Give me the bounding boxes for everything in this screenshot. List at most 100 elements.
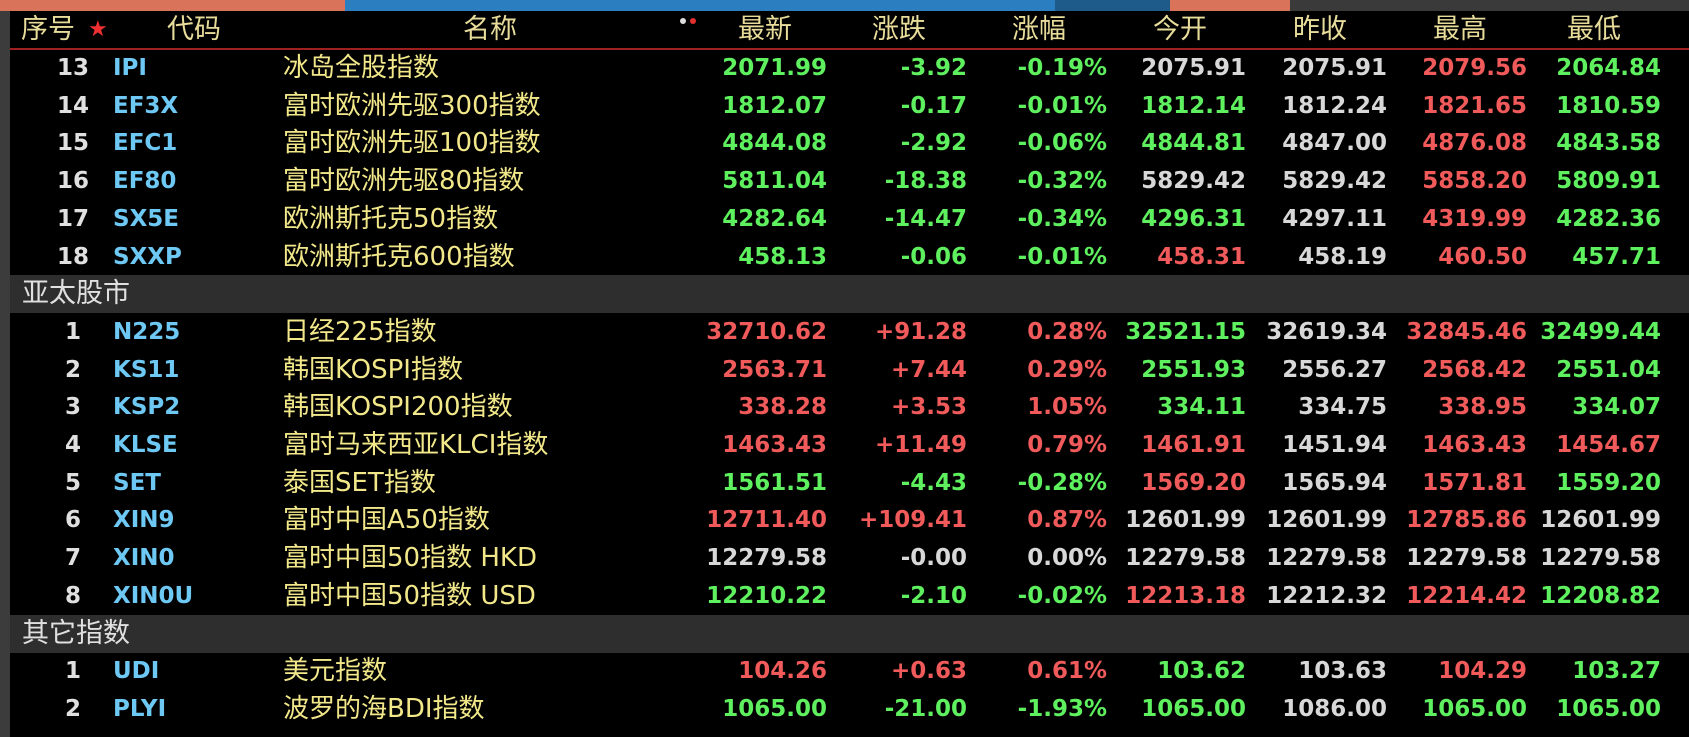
side-bar [0, 11, 10, 737]
quote-value: 458.31 [1157, 243, 1246, 270]
quote-value: 12208.82 [1540, 582, 1661, 609]
column-header[interactable]: 代码 [167, 14, 221, 45]
quote-value: 12210.22 [706, 582, 827, 609]
symbol-code[interactable]: UDI [113, 658, 160, 685]
quote-value: -2.92 [900, 130, 967, 157]
quote-value: 2071.99 [722, 55, 827, 81]
quote-value: 1454.67 [1556, 432, 1661, 458]
quote-value: 4844.08 [722, 130, 827, 157]
quote-value: 12213.18 [1125, 582, 1246, 609]
index-name[interactable]: 波罗的海BDI指数 [283, 693, 485, 724]
index-name[interactable]: 冰岛全股指数 [283, 53, 440, 83]
quote-value: 12279.58 [1406, 545, 1527, 572]
quote-value: 4297.11 [1282, 205, 1387, 232]
quote-value: 1463.43 [722, 432, 827, 458]
column-header[interactable]: 最新 [738, 14, 792, 45]
quote-value: 2568.42 [1422, 356, 1527, 383]
tab[interactable] [1055, 0, 1170, 11]
quote-value: 458.19 [1298, 243, 1387, 270]
index-name[interactable]: 美元指数 [283, 656, 388, 687]
symbol-code[interactable]: KSP2 [113, 394, 181, 421]
row-number: 2 [64, 695, 81, 722]
symbol-code[interactable]: XIN9 [113, 507, 175, 534]
index-name[interactable]: 泰国SET指数 [283, 467, 436, 498]
column-header[interactable]: 今开 [1153, 14, 1207, 45]
tab[interactable] [345, 0, 1055, 11]
row-number: 15 [56, 130, 89, 157]
quote-value: 334.07 [1572, 394, 1661, 421]
column-header[interactable]: 涨幅 [1012, 14, 1066, 45]
quote-value: 338.95 [1438, 394, 1527, 421]
row-number: 14 [56, 92, 89, 119]
quote-value: 0.00% [1027, 545, 1107, 572]
quote-value: 1810.59 [1556, 92, 1661, 119]
quote-value: 1559.20 [1556, 469, 1661, 496]
quote-value: 457.71 [1572, 243, 1661, 270]
quote-value: 12279.58 [706, 545, 827, 572]
icon-dot[interactable] [680, 18, 686, 24]
quote-value: 4296.31 [1141, 205, 1246, 232]
favorite-star[interactable]: ★ [88, 17, 108, 42]
quote-value: 1065.00 [1422, 695, 1527, 722]
index-name[interactable]: 富时欧洲先驱100指数 [283, 128, 541, 159]
icon-dot[interactable] [690, 18, 696, 24]
quote-value: -3.92 [900, 55, 967, 81]
index-name[interactable]: 欧洲斯托克600指数 [283, 241, 515, 272]
quote-value: 4319.99 [1422, 205, 1527, 232]
quote-value: 1.05% [1027, 394, 1107, 421]
quote-value: 1451.94 [1282, 432, 1387, 458]
quote-value: 1812.24 [1282, 92, 1387, 119]
tab[interactable] [0, 0, 345, 11]
symbol-code[interactable]: XIN0U [113, 582, 194, 609]
quote-value: 1812.07 [722, 92, 827, 119]
symbol-code[interactable]: XIN0 [113, 545, 175, 572]
quote-value: 12601.99 [1540, 507, 1661, 534]
symbol-code[interactable]: SX5E [113, 205, 180, 232]
quote-value: 4282.36 [1556, 205, 1661, 232]
symbol-code[interactable]: PLYI [113, 695, 167, 722]
column-header[interactable]: 涨跌 [872, 14, 926, 45]
quote-value: 5809.91 [1556, 168, 1661, 195]
index-name[interactable]: 富时马来西亚KLCI指数 [283, 430, 549, 460]
quote-value: +0.63 [890, 658, 967, 685]
index-name[interactable]: 富时欧洲先驱80指数 [283, 166, 525, 197]
symbol-code[interactable]: EF80 [113, 168, 177, 195]
index-name[interactable]: 富时欧洲先驱300指数 [283, 90, 541, 121]
row-number: 2 [64, 356, 81, 383]
row-number: 13 [56, 55, 89, 81]
row-number: 1 [64, 318, 81, 345]
row-number: 4 [64, 432, 81, 458]
column-header[interactable]: 序号 [21, 14, 75, 45]
quote-value: 32499.44 [1540, 318, 1661, 345]
quote-value: 2556.27 [1282, 356, 1387, 383]
quote-value: 12279.58 [1125, 545, 1246, 572]
column-header[interactable]: 最低 [1567, 14, 1621, 45]
column-header[interactable]: 昨收 [1293, 14, 1347, 45]
row-number: 3 [64, 394, 81, 421]
index-name[interactable]: 日经225指数 [283, 316, 437, 347]
index-name[interactable]: 富时中国50指数 HKD [283, 543, 537, 574]
symbol-code[interactable]: SET [113, 469, 161, 496]
quote-value: 104.29 [1438, 658, 1527, 685]
quote-value: 12279.58 [1266, 545, 1387, 572]
tab[interactable] [1170, 0, 1290, 11]
symbol-code[interactable]: KS11 [113, 356, 180, 383]
index-name[interactable]: 韩国KOSPI200指数 [283, 392, 513, 423]
column-header[interactable]: 名称 [463, 14, 517, 45]
symbol-code[interactable]: EFC1 [113, 130, 178, 157]
index-name[interactable]: 富时中国A50指数 [283, 505, 490, 536]
index-name[interactable]: 富时中国50指数 USD [283, 580, 536, 611]
quote-value: -18.38 [884, 168, 967, 195]
index-name[interactable]: 韩国KOSPI指数 [283, 354, 463, 385]
symbol-code[interactable]: SXXP [113, 243, 182, 270]
symbol-code[interactable]: IPI [113, 55, 147, 81]
symbol-code[interactable]: KLSE [113, 432, 178, 458]
index-name[interactable]: 欧洲斯托克50指数 [283, 203, 499, 234]
quote-value: 104.26 [738, 658, 827, 685]
quote-value: 334.75 [1298, 394, 1387, 421]
column-header[interactable]: 最高 [1433, 14, 1487, 45]
quote-value: 103.62 [1157, 658, 1246, 685]
symbol-code[interactable]: N225 [113, 318, 181, 345]
symbol-code[interactable]: EF3X [113, 92, 179, 119]
